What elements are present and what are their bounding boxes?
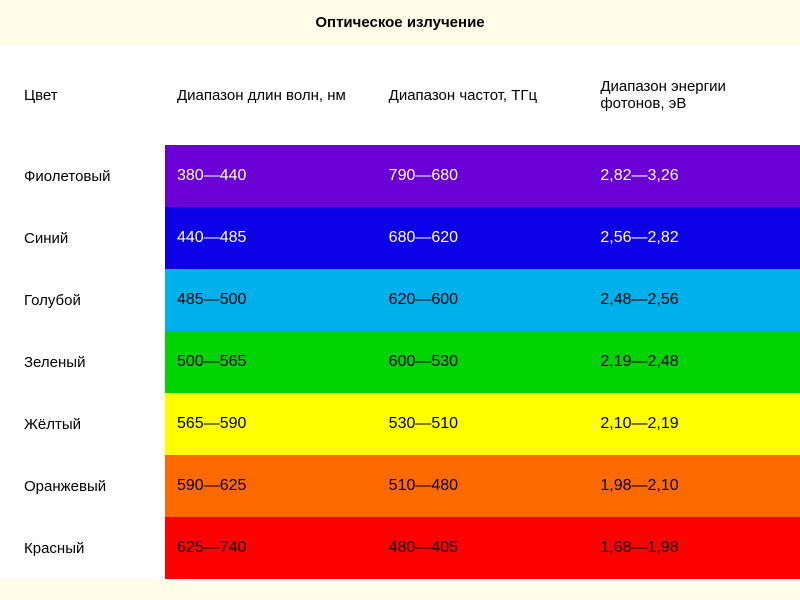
table-row: Оранжевый590—625510—4801,98—2,10 [0, 455, 800, 517]
row-label: Зеленый [0, 331, 165, 393]
cell-energy: 2,82—3,26 [588, 167, 800, 185]
color-band: 565—590530—5102,10—2,19 [165, 393, 800, 455]
header-col-energy: Диапазон энергии фотонов, эВ [588, 78, 800, 112]
cell-frequency: 510—480 [377, 477, 589, 495]
header-col-frequency: Диапазон частот, ТГц [377, 78, 589, 112]
table-header-row: Цвет Диапазон длин волн, нм Диапазон час… [0, 45, 800, 145]
cell-energy: 1,98—2,10 [588, 477, 800, 495]
cell-frequency: 790—680 [377, 167, 589, 185]
cell-wavelength: 625—740 [165, 539, 377, 557]
cell-energy: 2,19—2,48 [588, 353, 800, 371]
cell-frequency: 620—600 [377, 291, 589, 309]
row-label: Красный [0, 517, 165, 579]
row-label: Фиолетовый [0, 145, 165, 207]
cell-frequency: 680—620 [377, 229, 589, 247]
row-label: Синий [0, 207, 165, 269]
cell-frequency: 480—405 [377, 539, 589, 557]
table-row: Голубой485—500620—6002,48—2,56 [0, 269, 800, 331]
cell-wavelength: 500—565 [165, 353, 377, 371]
table-row: Красный625—740480—4051,68—1,98 [0, 517, 800, 579]
page-title: Оптическое излучение [0, 0, 800, 45]
header-label-color: Цвет [0, 87, 165, 104]
row-label: Оранжевый [0, 455, 165, 517]
cell-energy: 2,56—2,82 [588, 229, 800, 247]
cell-energy: 1,68—1,98 [588, 539, 800, 557]
table-row: Зеленый500—565600—5302,19—2,48 [0, 331, 800, 393]
cell-wavelength: 380—440 [165, 167, 377, 185]
cell-wavelength: 485—500 [165, 291, 377, 309]
table-row: Жёлтый565—590530—5102,10—2,19 [0, 393, 800, 455]
row-label: Голубой [0, 269, 165, 331]
cell-wavelength: 565—590 [165, 415, 377, 433]
cell-frequency: 530—510 [377, 415, 589, 433]
color-band: 500—565600—5302,19—2,48 [165, 331, 800, 393]
header-col-wavelength: Диапазон длин волн, нм [165, 78, 377, 112]
cell-wavelength: 590—625 [165, 477, 377, 495]
color-band: 485—500620—6002,48—2,56 [165, 269, 800, 331]
cell-energy: 2,10—2,19 [588, 415, 800, 433]
table-row: Синий440—485680—6202,56—2,82 [0, 207, 800, 269]
cell-energy: 2,48—2,56 [588, 291, 800, 309]
row-label: Жёлтый [0, 393, 165, 455]
header-data-cols: Диапазон длин волн, нм Диапазон частот, … [165, 78, 800, 112]
color-band: 625—740480—4051,68—1,98 [165, 517, 800, 579]
color-band: 440—485680—6202,56—2,82 [165, 207, 800, 269]
table-row: Фиолетовый380—440790—6802,82—3,26 [0, 145, 800, 207]
cell-frequency: 600—530 [377, 353, 589, 371]
color-band: 590—625510—4801,98—2,10 [165, 455, 800, 517]
cell-wavelength: 440—485 [165, 229, 377, 247]
spectrum-table: Цвет Диапазон длин волн, нм Диапазон час… [0, 45, 800, 579]
color-band: 380—440790—6802,82—3,26 [165, 145, 800, 207]
